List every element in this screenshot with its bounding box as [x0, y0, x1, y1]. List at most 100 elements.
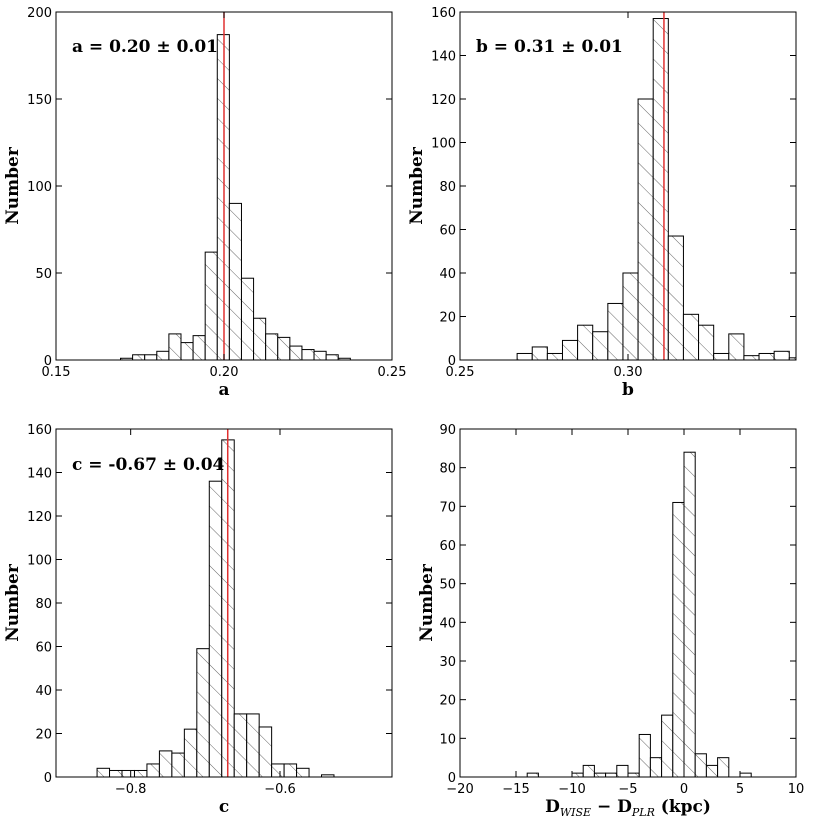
- y-tick-label-c: 20: [35, 728, 52, 743]
- plot-frame-distance: [459, 428, 797, 778]
- histogram-bar: [171, 752, 185, 777]
- histogram-bar: [531, 346, 548, 360]
- histogram-bar: [133, 769, 148, 777]
- histogram-bar: [132, 354, 146, 360]
- histogram-bar: [325, 354, 339, 360]
- y-tick-label-a: 150: [27, 93, 52, 108]
- ylabel-c: Number: [3, 563, 23, 642]
- histogram-bar: [246, 713, 260, 777]
- histogram-bar: [607, 302, 624, 360]
- histogram-bar: [622, 272, 639, 360]
- x-tick-label-a: 0.15: [42, 365, 71, 380]
- y-tick-label-c: 80: [35, 597, 52, 612]
- histogram-bar: [271, 763, 285, 777]
- histogram-bar: [289, 345, 303, 360]
- y-tick-label-distance: 70: [439, 500, 456, 515]
- histogram-bar: [698, 324, 715, 360]
- y-tick-label-a: 200: [27, 6, 52, 21]
- y-tick-label-distance: 40: [439, 616, 456, 631]
- xlabel-tail: (kpc): [655, 797, 711, 817]
- panel-distance: −20 −15 −10 −5 0 5 10 0 10 20 30 40 50 60 70 80 90 DWISE…: [417, 423, 804, 819]
- histogram-bar: [652, 18, 669, 360]
- x-tick-label-a: 0.20: [210, 365, 239, 380]
- y-tick-label-distance: 20: [439, 694, 456, 709]
- annotation-a: a = 0.20 ± 0.01: [72, 37, 218, 57]
- y-tick-label-b: 140: [431, 50, 456, 65]
- histogram-bar: [301, 349, 315, 360]
- x-tick-label-distance: 10: [788, 782, 805, 797]
- ticks-b: 0.25 0.30 0 20 40 60 80 100 120 140 160: [431, 6, 796, 380]
- histogram-bar: [228, 202, 242, 360]
- x-tick-label-distance: 5: [736, 782, 744, 797]
- histogram-bar: [296, 767, 310, 777]
- y-tick-label-b: 100: [431, 137, 456, 152]
- histogram-bar: [582, 764, 595, 777]
- histogram-bar: [616, 764, 629, 777]
- histogram-bar: [694, 753, 707, 777]
- y-tick-label-b: 40: [439, 267, 456, 282]
- histogram-bars-distance: [526, 451, 752, 777]
- histogram-bars-a: [120, 34, 351, 360]
- histogram-bar: [605, 772, 618, 777]
- histogram-bar: [321, 774, 335, 777]
- panel-c: −0.8 −0.6 0 20 40 60 80 100 120 140 160 c = -0.67 …: [3, 423, 393, 817]
- histogram-bar: [240, 277, 255, 360]
- histogram-bar: [672, 501, 685, 777]
- ticks-distance: −20 −15 −10 −5 0 5 10 0 10 20 30 40 50 60 70 80 90: [439, 423, 804, 797]
- histogram-bar: [788, 357, 796, 360]
- histogram-bar: [258, 726, 273, 777]
- histogram-bar: [526, 772, 539, 777]
- histogram-bar: [233, 713, 248, 777]
- histogram-bar: [705, 764, 719, 777]
- histogram-bar: [546, 352, 563, 360]
- x-tick-label-c: −0.8: [115, 782, 147, 797]
- histogram-bar: [637, 98, 654, 360]
- histogram-bar: [158, 750, 173, 777]
- y-tick-label-c: 100: [27, 554, 52, 569]
- histogram-bar: [516, 352, 533, 360]
- y-tick-label-distance: 80: [439, 462, 456, 477]
- histogram-bar: [717, 757, 730, 777]
- histogram-bar: [283, 763, 298, 777]
- x-tick-label-b: 0.25: [446, 365, 475, 380]
- histogram-bar: [277, 336, 291, 360]
- histogram-bar: [168, 333, 182, 360]
- xlabel-sub-wise: WISE: [560, 806, 591, 819]
- y-tick-label-distance: 90: [439, 423, 456, 438]
- y-tick-label-c: 40: [35, 684, 52, 699]
- x-tick-label-distance: −5: [618, 782, 637, 797]
- histogram-bar: [683, 451, 696, 777]
- y-tick-label-c: 120: [27, 510, 52, 525]
- panel-a: 0.15 0.20 0.25 0 50 100 150 200 a = 0.20 ± 0.01…: [3, 6, 406, 400]
- histogram-bar: [739, 772, 752, 777]
- y-tick-label-distance: 0: [448, 771, 456, 786]
- histogram-bar: [593, 772, 607, 777]
- xlabel-c: c: [219, 797, 229, 817]
- histogram-bar: [144, 354, 158, 360]
- ticks-c: −0.8 −0.6 0 20 40 60 80 100 120 140 160: [27, 423, 392, 797]
- histogram-bar: [121, 769, 135, 777]
- ylabel-b: Number: [407, 146, 427, 225]
- histogram-bar: [638, 733, 651, 777]
- annotation-b: b = 0.31 ± 0.01: [476, 37, 623, 57]
- histogram-bar: [109, 769, 123, 777]
- histogram-bar: [208, 480, 223, 777]
- x-tick-label-distance: −10: [558, 782, 585, 797]
- y-tick-label-distance: 10: [439, 732, 456, 747]
- histogram-bar: [649, 757, 663, 777]
- xlabel-b: b: [622, 380, 634, 400]
- histogram-bars-c: [96, 439, 335, 777]
- xlabel-distance: DWISE − DPLR (kpc): [545, 797, 711, 819]
- histogram-bar: [96, 767, 111, 777]
- y-tick-label-c: 60: [35, 641, 52, 656]
- histogram-bar: [592, 331, 609, 360]
- histogram-bar: [265, 333, 279, 360]
- x-tick-label-a: 0.25: [378, 365, 407, 380]
- histogram-bar: [183, 728, 198, 777]
- histogram-bar: [773, 350, 790, 360]
- y-tick-label-b: 20: [439, 311, 456, 326]
- histogram-bar: [204, 251, 218, 360]
- y-tick-label-distance: 60: [439, 539, 456, 554]
- x-tick-label-distance: −15: [502, 782, 529, 797]
